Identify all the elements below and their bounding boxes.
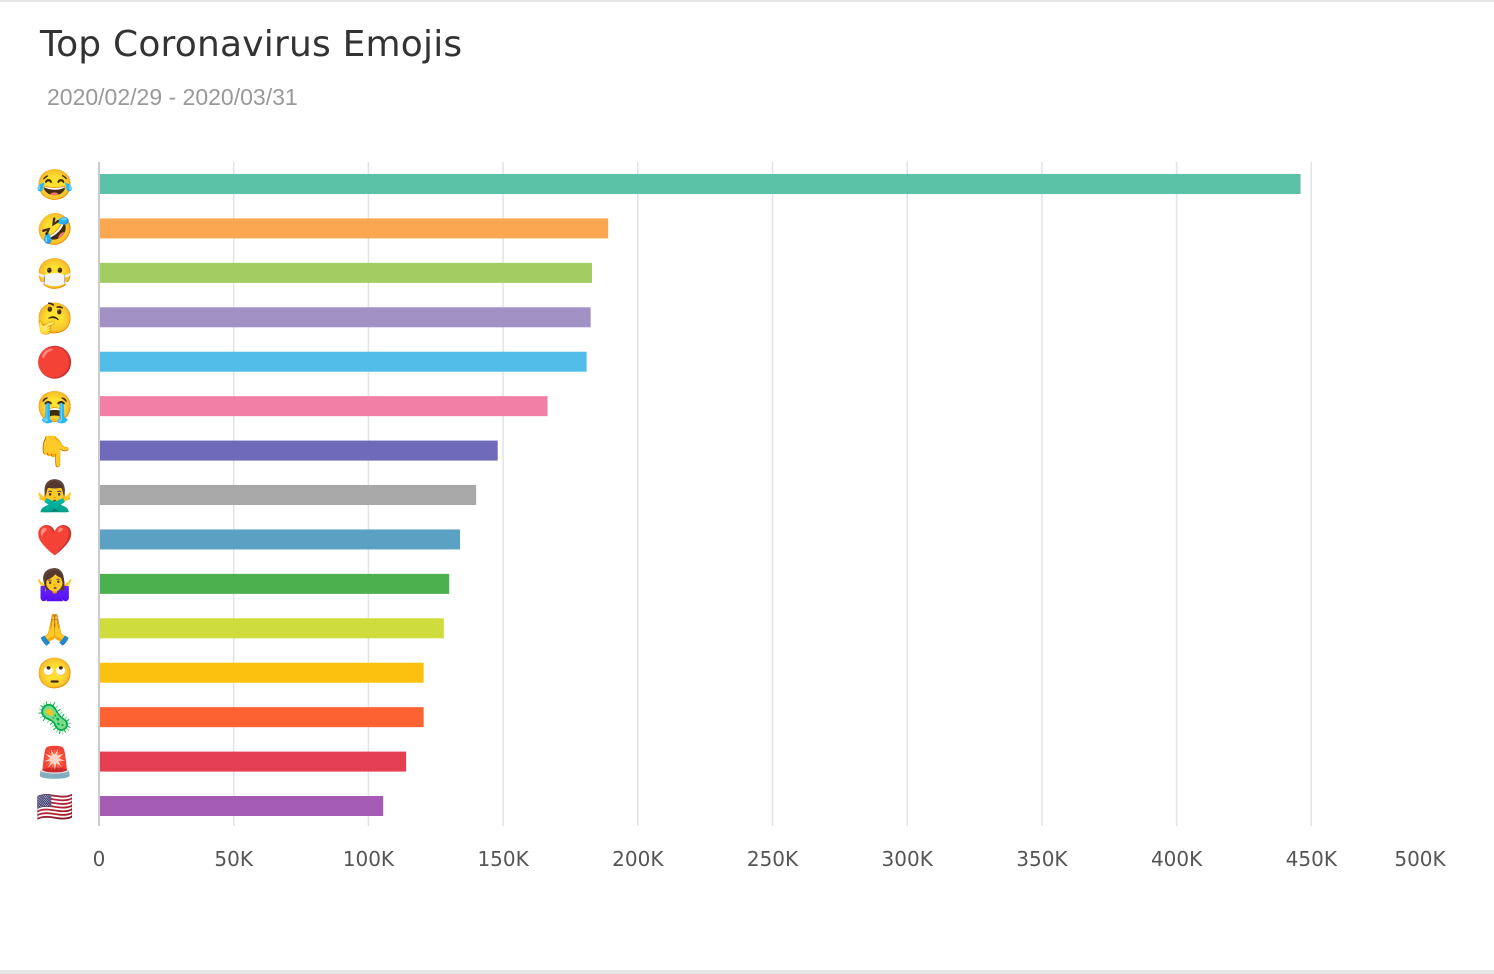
x-tick-label: 150K [477, 847, 529, 871]
man-gesturing-no-icon: 🙅‍♂️ [36, 478, 73, 513]
category-icons: 😂 🤣 😷 🤔 🔴 😭 👇 🙅‍♂️ ❤️ 🤷‍♀️ 🙏 🙄 🦠 🚨 🇺🇸 [35, 168, 74, 824]
microbe-icon: 🦠 [36, 700, 73, 735]
bar-pointing-down[interactable] [100, 440, 498, 461]
red-heart-icon: ❤️ [36, 523, 74, 557]
x-tick-label: 50K [214, 847, 253, 871]
bar-red-circle[interactable] [100, 351, 587, 372]
bar-microbe[interactable] [100, 707, 424, 728]
red-circle-icon: 🔴 [36, 345, 73, 380]
rolling-on-floor-laughing-icon: 🤣 [35, 211, 73, 248]
face-with-rolling-eyes-icon: 🙄 [36, 657, 73, 691]
bar-folded-hands[interactable] [100, 618, 444, 639]
folded-hands-icon: 🙏 [36, 612, 73, 646]
bar-face-with-rolling-eyes[interactable] [100, 662, 424, 683]
bar-face-with-medical-mask[interactable] [100, 262, 593, 283]
bar-rolling-on-floor-laughing[interactable] [100, 218, 609, 239]
bar-thinking-face[interactable] [100, 307, 591, 328]
woman-shrugging-icon: 🤷‍♀️ [36, 565, 73, 602]
us-flag-icon: 🇺🇸 [36, 791, 73, 824]
chart-subtitle: 2020/02/29 - 2020/03/31 [47, 84, 298, 110]
x-tick-label: 450K [1286, 847, 1338, 871]
face-with-tears-of-joy-icon: 😂 [36, 168, 73, 202]
thinking-face-icon: 🤔 [36, 301, 73, 335]
loudly-crying-face-icon: 😭 [36, 390, 73, 424]
bar-police-light[interactable] [100, 751, 407, 772]
x-tick-label: 100K [343, 847, 395, 871]
x-tick-label: 400K [1151, 847, 1203, 871]
x-tick-label: 250K [747, 847, 799, 871]
pointing-down-icon: 👇 [36, 435, 73, 470]
x-tick-label: 200K [612, 847, 664, 871]
bar-loudly-crying-face[interactable] [100, 396, 548, 417]
bars [100, 174, 1301, 817]
bar-man-gesturing-no[interactable] [100, 485, 477, 506]
bar-red-heart[interactable] [100, 529, 460, 550]
x-tick-label: 350K [1016, 847, 1068, 871]
x-tick-label: 0 [93, 847, 106, 871]
bar-us-flag[interactable] [100, 796, 384, 817]
police-light-icon: 🚨 [36, 745, 73, 780]
face-with-medical-mask-icon: 😷 [36, 257, 73, 291]
chart-title: Top Coronavirus Emojis [40, 24, 463, 65]
x-tick-label: 300K [882, 847, 934, 871]
bar-face-with-tears-of-joy[interactable] [100, 174, 1301, 194]
x-axis-ticks: 0 50K 100K 150K 200K 250K 300K 350K 400K 450K 500K [93, 847, 1447, 871]
x-tick-label: 500K [1394, 847, 1446, 871]
bar-woman-shrugging[interactable] [100, 573, 450, 594]
